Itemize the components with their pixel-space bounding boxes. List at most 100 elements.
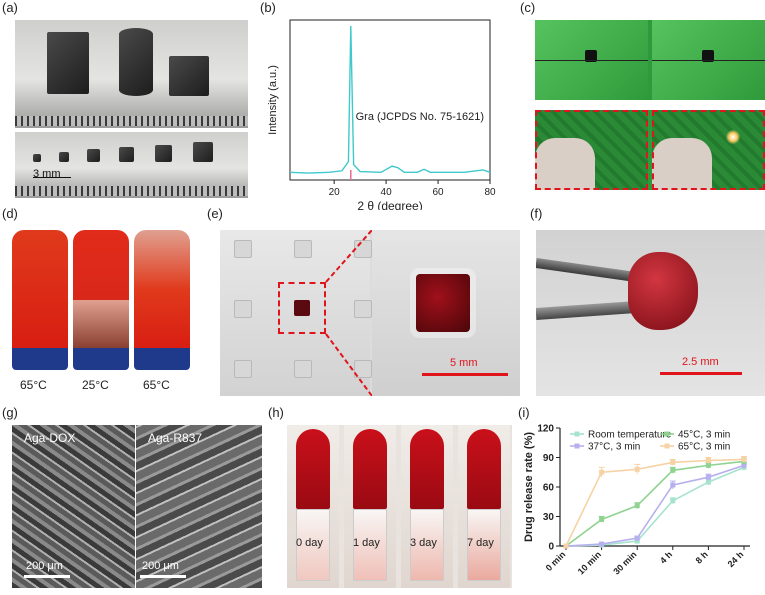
temp-label-3: 65°C <box>143 378 170 392</box>
xrd-ylabel: Intensity (a.u.) <box>267 65 279 135</box>
cube-sample <box>169 56 209 96</box>
circuit-on-top <box>652 20 765 100</box>
buffer-h-1 <box>296 509 330 581</box>
divider <box>135 425 136 588</box>
rel-point <box>670 459 676 465</box>
panel-label-i: (i) <box>518 405 530 420</box>
panel-g-sem: Aga-DOX Aga-R837 200 μm 200 μm <box>12 425 262 588</box>
scale-bar-f <box>660 372 742 375</box>
rel-point <box>599 541 605 547</box>
panel-label-d: (d) <box>2 206 18 221</box>
rel-legend-marker <box>664 443 670 449</box>
vial-2-cap <box>73 348 129 370</box>
scale-label-a: 3 mm <box>33 168 61 180</box>
wire-2 <box>652 60 765 61</box>
xrd-xtick-label: 60 <box>432 187 444 198</box>
gel-h-4 <box>467 429 501 509</box>
rel-ytick-label: 60 <box>543 483 555 494</box>
scale-label-e: 5 mm <box>450 357 478 369</box>
separator <box>535 100 765 110</box>
panel-label-h: (h) <box>268 405 284 420</box>
rel-point <box>705 479 711 485</box>
vial-1-cap <box>12 348 68 370</box>
hand-2 <box>652 138 712 190</box>
rel-ytick-label: 120 <box>537 424 554 435</box>
temp-label-2: 25°C <box>82 378 109 392</box>
vial-2-bottom <box>73 300 129 348</box>
sem-scale-bar-right <box>140 575 186 578</box>
circuit-off-top <box>535 20 648 100</box>
vial-2-top <box>73 230 129 300</box>
panel-label-a: (a) <box>2 0 18 15</box>
cube-4 <box>119 147 134 162</box>
rel-point <box>599 516 605 522</box>
release-chart: 0 30 60 90 120 0 min 10 min 30 min 4 h 8 h 24 h Dru… <box>523 424 750 577</box>
panel-c-photos <box>535 20 765 190</box>
zoom-box <box>278 282 326 334</box>
gel-held <box>628 252 698 330</box>
rel-point <box>634 538 640 544</box>
buffer-h-4 <box>467 509 501 581</box>
cylinder-sample <box>119 28 153 96</box>
rel-ylabel: Drug release rate (%) <box>523 432 535 542</box>
cube-5 <box>155 145 172 162</box>
sample-node <box>585 50 597 62</box>
rel-xtick-label: 30 min <box>611 549 638 576</box>
xrd-chart: 20 40 60 80 2 θ (degree) Intensity (a.u.) Gra … <box>267 19 496 210</box>
buffer-h-3 <box>410 509 444 581</box>
ruler <box>15 116 248 126</box>
rel-point <box>670 482 676 488</box>
rel-xtick-label: 4 h <box>658 549 674 565</box>
sem-title-left: Aga-DOX <box>24 431 76 445</box>
grid-cell <box>294 240 312 258</box>
rel-xtick-label: 8 h <box>694 549 710 565</box>
vial-3-gel <box>134 230 190 348</box>
scale-line-a <box>33 177 71 178</box>
rel-legend-label: Room temperature <box>588 430 672 441</box>
zoom-frame-left <box>535 110 648 190</box>
panel-a-bottom-photo: 3 mm <box>15 132 248 198</box>
rel-point <box>741 462 747 468</box>
rel-xtick-label: 0 min <box>544 549 568 573</box>
day-label-3: 3 day <box>410 537 437 549</box>
hand <box>535 138 595 190</box>
cuboid-sample <box>47 32 89 94</box>
grid-cell <box>234 240 252 258</box>
cube-6 <box>193 142 213 162</box>
sem-left <box>12 425 135 588</box>
xrd-axes-frame <box>289 19 491 181</box>
gel-h-1 <box>296 429 330 509</box>
grid-cell <box>354 300 372 318</box>
sem-title-right: Aga-R837 <box>148 431 203 445</box>
rel-point <box>705 474 711 480</box>
rel-series-line <box>565 460 745 547</box>
rel-point <box>741 456 747 462</box>
rel-series-line <box>565 466 745 547</box>
gel-sample-small <box>294 300 310 316</box>
sem-right <box>136 425 262 588</box>
rel-ytick-label: 90 <box>543 453 555 464</box>
vial-h-4 <box>458 425 510 588</box>
vial-h-1 <box>287 425 339 588</box>
cube-2 <box>59 152 69 162</box>
day-label-0: 0 day <box>296 537 323 549</box>
sem-scale-label-left: 200 μm <box>26 560 63 572</box>
rel-legend-label: 65°C, 3 min <box>678 442 730 453</box>
sem-scale-bar-left <box>24 575 70 578</box>
panel-a-top-photo <box>15 20 248 128</box>
grid-cell <box>294 360 312 378</box>
rel-point <box>705 457 711 463</box>
panel-f-photo: 2.5 mm <box>536 230 765 396</box>
panel-e-photo: 5 mm <box>220 230 520 396</box>
grid-cell <box>234 300 252 318</box>
rel-legend-label: 37°C, 3 min <box>588 442 640 453</box>
gel-h-3 <box>410 429 444 509</box>
gel-h-2 <box>353 429 387 509</box>
zoom-lines <box>325 230 373 396</box>
temp-label-1: 65°C <box>20 378 47 392</box>
vial-h-2 <box>344 425 396 588</box>
vial-1-gel <box>12 230 68 348</box>
xrd-xlabel: 2 θ (degree) <box>357 199 422 210</box>
rel-series-line <box>565 458 745 547</box>
led-glow <box>726 130 740 144</box>
